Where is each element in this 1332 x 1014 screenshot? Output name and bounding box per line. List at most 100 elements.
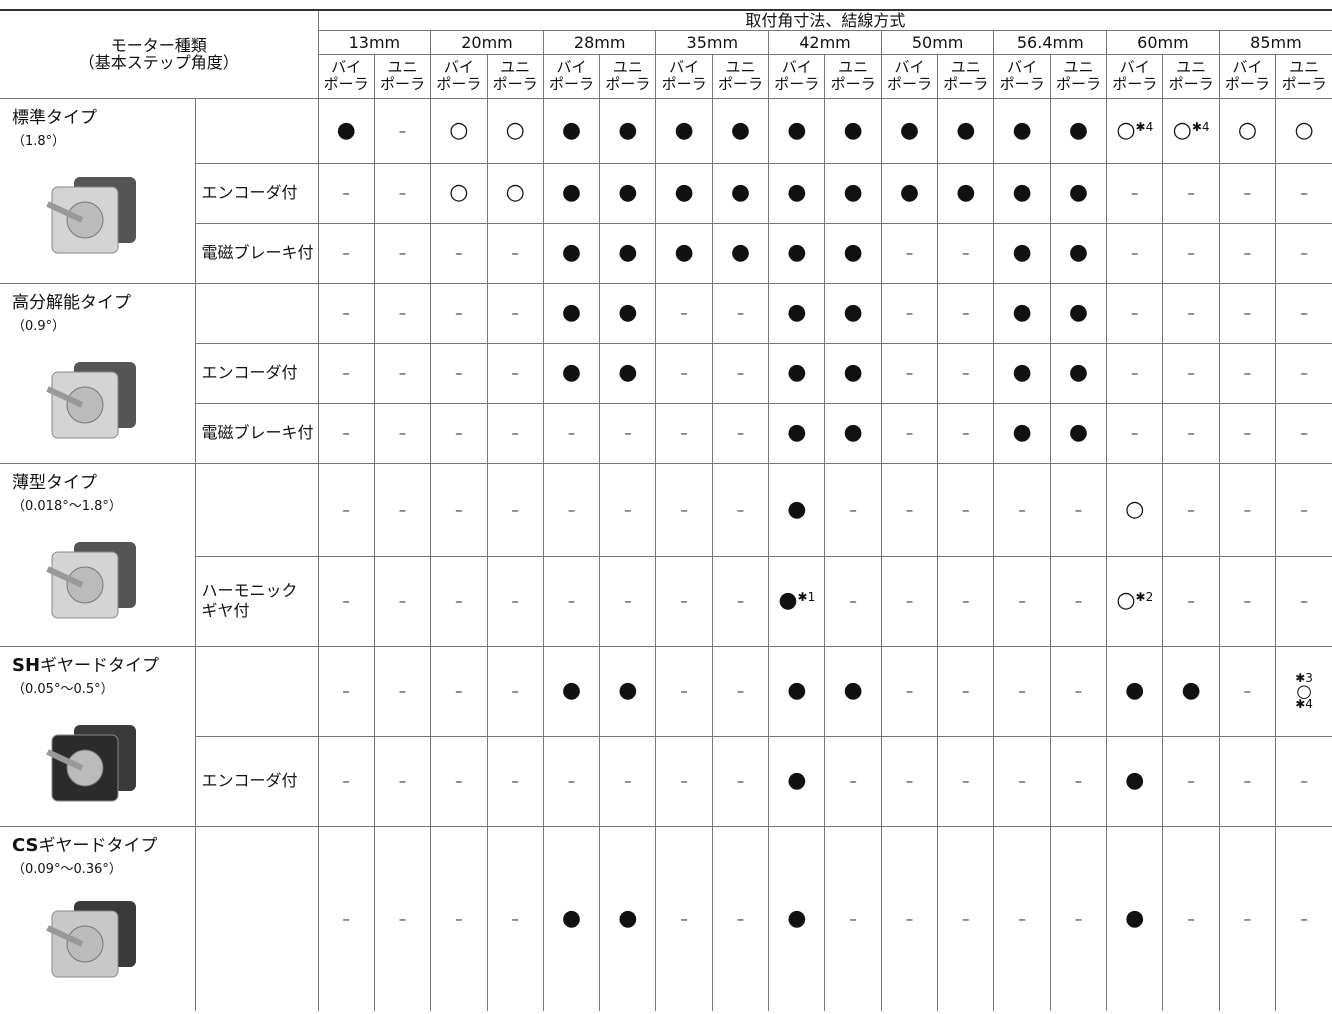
availability-cell: ● <box>599 282 657 344</box>
availability-cell: – <box>486 342 544 404</box>
availability-symbol: ● <box>561 300 582 325</box>
availability-cell: – <box>1218 282 1277 344</box>
availability-cell: – <box>1049 462 1108 557</box>
availability-cell: – <box>542 402 601 464</box>
availability-symbol: – <box>1243 592 1252 610</box>
availability-cell: – <box>711 282 770 344</box>
availability-cell: – <box>1162 735 1220 827</box>
availability-cell: ● <box>317 97 375 164</box>
availability-symbol: – <box>905 592 914 610</box>
group-angle: （0.018°～1.8°） <box>12 498 122 514</box>
availability-symbol: – <box>680 500 688 519</box>
availability-cell: ● <box>768 645 826 737</box>
availability-symbol: – <box>905 304 914 322</box>
availability-symbol: – <box>680 424 688 442</box>
availability-cell: – <box>599 402 657 464</box>
availability-cell: – <box>317 555 375 647</box>
wiring-header: バイ ポーラ <box>655 53 713 99</box>
availability-symbol: ● <box>843 360 863 385</box>
availability-symbol: – <box>736 424 745 442</box>
availability-cell: – <box>1162 282 1220 344</box>
wiring-header: バイ ポーラ <box>880 53 939 99</box>
availability-symbol: – <box>398 304 407 322</box>
availability-symbol: ○ <box>449 117 469 143</box>
availability-cell: – <box>1049 735 1108 827</box>
size-header: 42mm <box>768 29 882 55</box>
availability-symbol: ● <box>336 117 356 143</box>
availability-cell: – <box>317 735 375 827</box>
availability-symbol: – <box>680 909 688 928</box>
availability-symbol: – <box>567 772 576 790</box>
availability-cell: – <box>430 735 488 827</box>
availability-symbol: ● <box>956 117 976 143</box>
availability-cell: – <box>430 555 488 647</box>
availability-symbol: – <box>1243 184 1252 202</box>
availability-symbol: – <box>1187 500 1195 519</box>
availability-symbol: – <box>1018 909 1026 928</box>
availability-symbol: – <box>398 500 407 519</box>
availability-symbol: – <box>342 244 350 262</box>
group-cell: SHギヤードタイプ （0.05°～0.5°） <box>0 645 196 827</box>
availability-cell: ● <box>711 222 770 284</box>
availability-symbol: – <box>1187 909 1195 928</box>
availability-cell: ● <box>542 342 601 404</box>
availability-symbol: – <box>1243 244 1252 262</box>
availability-symbol: – <box>962 424 970 442</box>
availability-cell: – <box>430 825 488 1011</box>
availability-symbol: – <box>1074 772 1083 790</box>
wiring-header: ユニ ポーラ <box>824 53 882 99</box>
availability-symbol: ● <box>618 240 638 265</box>
size-header: 13mm <box>317 29 432 55</box>
availability-symbol: – <box>624 500 632 519</box>
availability-cell: ● <box>1106 825 1164 1011</box>
size-header: 35mm <box>655 29 770 55</box>
availability-cell: ● <box>655 222 713 284</box>
availability-symbol: ● <box>778 588 798 613</box>
availability-cell: ● <box>542 97 601 164</box>
availability-symbol: ● <box>1125 678 1145 703</box>
wiring-header: バイ ポーラ <box>542 53 601 99</box>
availability-cell: – <box>937 645 995 737</box>
availability-symbol: ○ <box>1296 680 1312 702</box>
availability-cell: ● <box>655 97 713 164</box>
availability-cell: ● <box>880 97 939 164</box>
availability-symbol: – <box>342 184 350 202</box>
availability-cell: – <box>1218 222 1277 284</box>
availability-symbol: – <box>398 682 407 700</box>
availability-symbol: ● <box>1012 300 1032 325</box>
availability-symbol: – <box>849 772 857 790</box>
availability-cell: – <box>373 825 432 1011</box>
footnote-mark: ✱1 <box>797 590 816 604</box>
availability-cell: – <box>1275 222 1332 284</box>
availability-cell: ● <box>1049 97 1108 164</box>
availability-cell: – <box>655 342 713 404</box>
availability-symbol: ○ <box>449 180 469 205</box>
size-header: 56.4mm <box>993 29 1108 55</box>
variant-cell: 電磁ブレーキ付 <box>195 222 319 284</box>
group-name: SHギヤードタイプ <box>12 651 194 676</box>
availability-cell: – <box>937 825 995 1011</box>
availability-symbol: – <box>680 304 688 322</box>
availability-cell: – <box>317 282 375 344</box>
availability-cell: ○ <box>430 162 488 224</box>
availability-cell: ● <box>993 282 1051 344</box>
group-prefix: CS <box>12 834 39 856</box>
availability-cell: – <box>937 735 995 827</box>
variant-cell <box>195 825 319 1011</box>
availability-symbol: ● <box>618 905 638 931</box>
availability-cell: – <box>486 222 544 284</box>
availability-symbol: – <box>680 772 688 790</box>
availability-symbol: – <box>1243 424 1252 442</box>
availability-cell: – <box>1218 555 1277 647</box>
availability-cell: – <box>373 162 432 224</box>
availability-cell: ● <box>1106 645 1164 737</box>
availability-symbol: ● <box>899 117 920 143</box>
availability-cell: – <box>317 342 375 404</box>
availability-cell: ● <box>711 162 770 224</box>
availability-symbol: ● <box>730 117 751 143</box>
group-prefix: SH <box>12 654 41 676</box>
compatibility-table: モーター種類 （基本ステップ角度） 取付角寸法、結線方式 13mm 20mm 28mm 35… <box>0 9 1332 1011</box>
variant-cell: エンコーダ付 <box>195 162 319 224</box>
availability-symbol: – <box>342 424 350 442</box>
availability-cell: – <box>486 825 544 1011</box>
